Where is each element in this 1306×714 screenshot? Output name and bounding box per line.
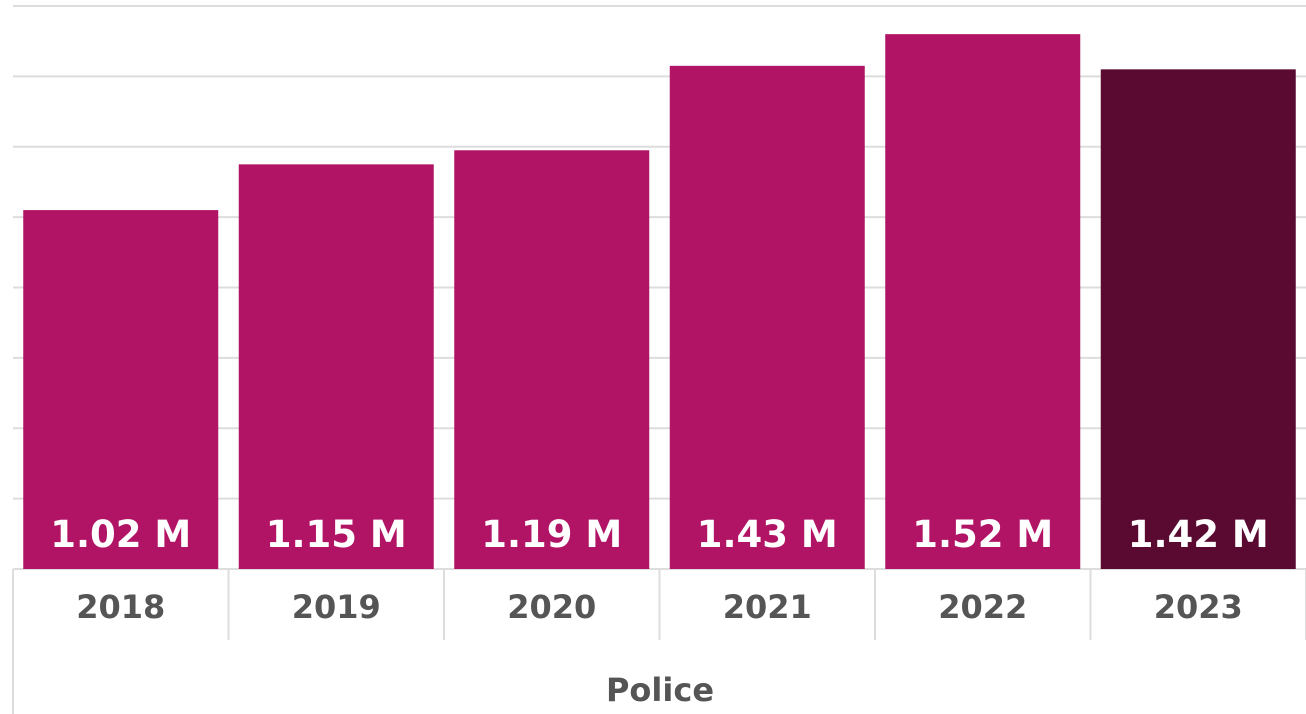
bars bbox=[23, 34, 1296, 570]
x-tick-label: 2020 bbox=[507, 588, 596, 626]
x-tick-label: 2021 bbox=[723, 588, 812, 626]
gridlines bbox=[13, 5, 1306, 570]
bar-value-label: 1.43 M bbox=[697, 513, 838, 556]
bar-2019[interactable] bbox=[238, 164, 434, 569]
bar-value-labels: 1.02 M 1.15 M 1.19 M 1.43 M 1.52 M 1.42 M bbox=[50, 513, 1269, 556]
bar-2022[interactable] bbox=[885, 34, 1081, 569]
bar-value-label: 1.02 M bbox=[50, 513, 191, 556]
bar-2021[interactable] bbox=[669, 65, 865, 569]
bar-value-label: 1.19 M bbox=[481, 513, 622, 556]
x-axis: 2018 2019 2020 2021 2022 2023 bbox=[12, 569, 1306, 714]
bar-value-label: 1.52 M bbox=[912, 513, 1053, 556]
bar-value-label: 1.15 M bbox=[266, 513, 407, 556]
x-axis-group-label: Police bbox=[606, 671, 714, 709]
bar-2020[interactable] bbox=[454, 150, 650, 570]
x-tick-label: 2018 bbox=[76, 588, 165, 626]
bar-2018[interactable] bbox=[23, 210, 219, 569]
x-tick-label: 2019 bbox=[292, 588, 381, 626]
bar-value-label: 1.42 M bbox=[1128, 513, 1269, 556]
x-tick-label: 2022 bbox=[938, 588, 1027, 626]
x-tick-label: 2023 bbox=[1154, 588, 1243, 626]
bar-2023[interactable] bbox=[1100, 69, 1296, 570]
